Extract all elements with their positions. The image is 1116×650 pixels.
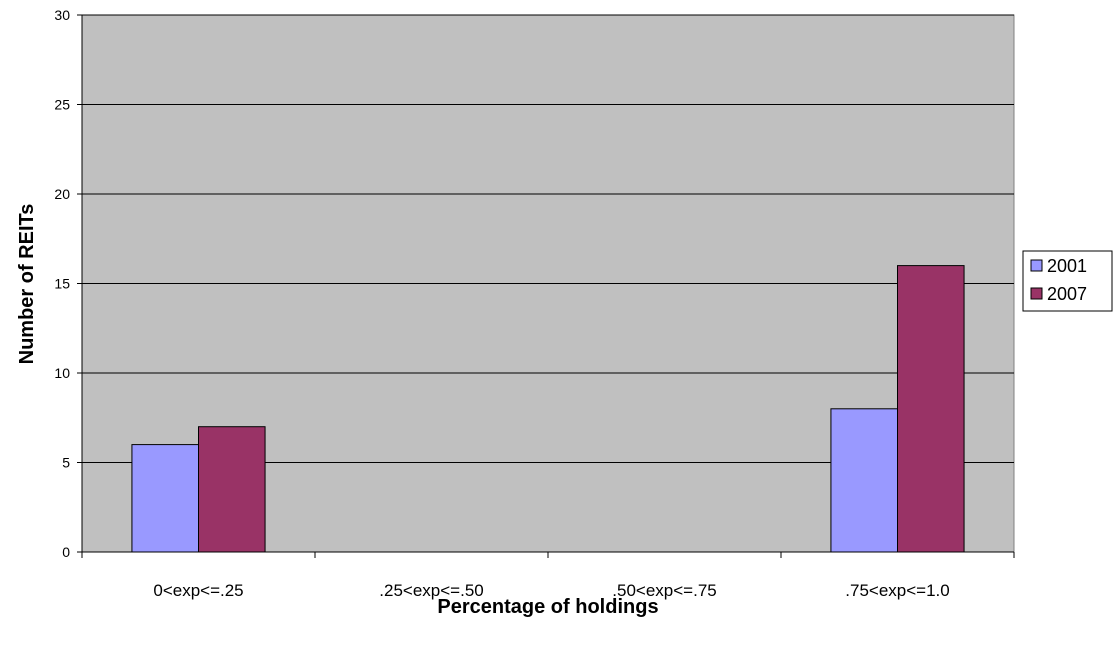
legend-label-2001: 2001 xyxy=(1047,256,1087,276)
bar-2007-0 xyxy=(198,426,266,553)
y-tick-labels: 0 5 10 15 20 25 30 xyxy=(54,7,82,560)
y-tick-label-15: 15 xyxy=(54,276,70,292)
legend-swatch-2007 xyxy=(1030,287,1043,300)
x-tick-labels: 0<exp<=.25 .25<exp<=.50 .50<exp<=.75 .75<ex… xyxy=(81,552,1015,600)
y-tick-label-20: 20 xyxy=(54,186,70,202)
y-tick-label-0: 0 xyxy=(62,544,70,560)
x-tick-label-2: .50<exp<=.75 xyxy=(612,581,716,600)
x-tick-label-1: .25<exp<=.50 xyxy=(379,581,483,600)
y-tick-label-10: 10 xyxy=(54,365,70,381)
bar-2007-3 xyxy=(897,265,965,553)
bar-2001-3 xyxy=(830,408,898,553)
legend: 2001 2007 xyxy=(1022,250,1113,312)
y-tick-label-30: 30 xyxy=(54,7,70,23)
y-axis-title: Number of REITs xyxy=(16,204,38,365)
legend-label-2007: 2007 xyxy=(1047,284,1087,304)
x-axis-title: Percentage of holdings xyxy=(437,596,658,618)
bar-2001-0 xyxy=(131,444,199,553)
x-tick-label-3: .75<exp<=1.0 xyxy=(845,581,949,600)
x-tick-label-0: 0<exp<=.25 xyxy=(153,581,243,600)
y-tick-label-5: 5 xyxy=(62,455,70,471)
y-tick-label-25: 25 xyxy=(54,97,70,113)
legend-swatch-2001 xyxy=(1030,259,1043,272)
bars xyxy=(131,265,965,553)
